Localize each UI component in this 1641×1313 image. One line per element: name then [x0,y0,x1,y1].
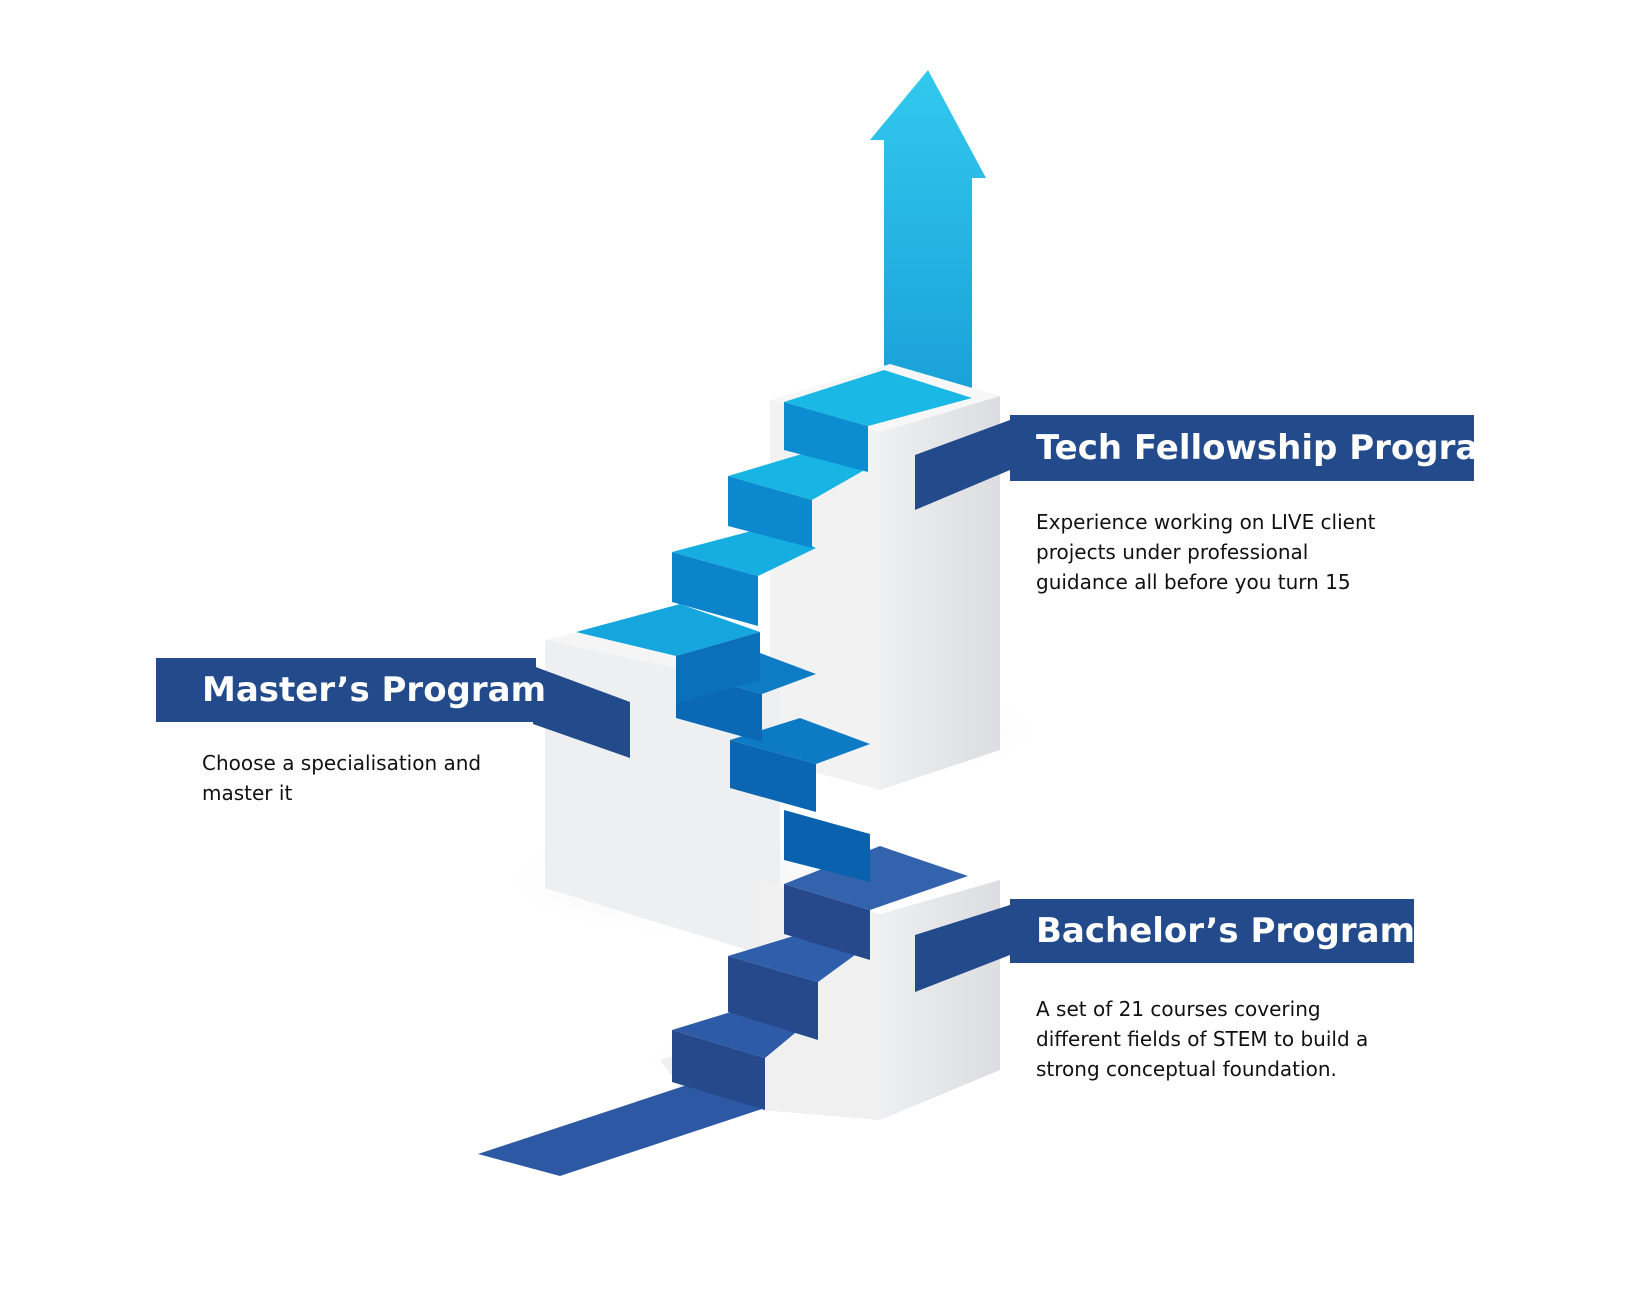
bachelors-title: Bachelor’s Program [1036,911,1415,951]
tech-fellowship-banner: Tech Fellowship Program [1010,415,1514,481]
banner-tab-bachelors [915,905,1010,992]
bachelors-description: A set of 21 courses covering different f… [1036,997,1369,1081]
masters-description: Choose a specialisation and master it [202,751,482,805]
banner-tab-masters [533,666,630,758]
path-ribbon [478,1084,765,1176]
upper-stairs [576,370,972,882]
growth-arrow [870,70,986,398]
lower-stairs [672,846,968,1110]
masters-banner: Master’s Program [156,658,546,722]
banner-tab-tech [915,420,1010,510]
masters-title: Master’s Program [202,670,547,710]
tech-fellowship-description: Experience working on LIVE client projec… [1036,510,1376,594]
bachelors-banner: Bachelor’s Program [1010,899,1415,963]
tech-fellowship-title: Tech Fellowship Program [1036,428,1514,468]
